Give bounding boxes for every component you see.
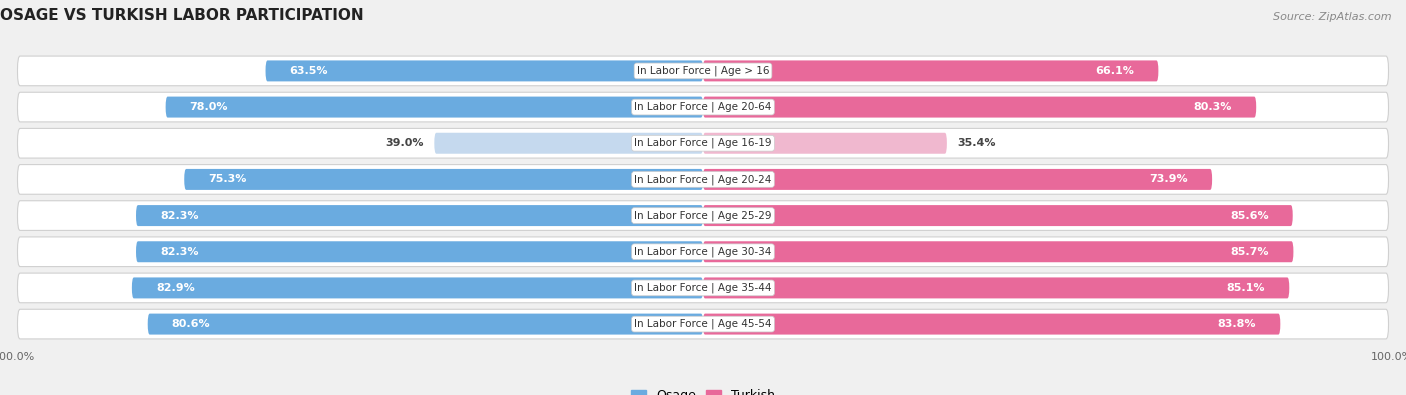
FancyBboxPatch shape: [17, 56, 1389, 86]
FancyBboxPatch shape: [703, 314, 1281, 335]
FancyBboxPatch shape: [17, 128, 1389, 158]
Text: 85.7%: 85.7%: [1230, 247, 1270, 257]
FancyBboxPatch shape: [17, 309, 1389, 339]
FancyBboxPatch shape: [17, 273, 1389, 303]
Text: In Labor Force | Age 35-44: In Labor Force | Age 35-44: [634, 283, 772, 293]
Text: OSAGE VS TURKISH LABOR PARTICIPATION: OSAGE VS TURKISH LABOR PARTICIPATION: [0, 8, 364, 23]
FancyBboxPatch shape: [136, 241, 703, 262]
FancyBboxPatch shape: [17, 237, 1389, 267]
Text: 82.3%: 82.3%: [160, 211, 198, 220]
Text: In Labor Force | Age 20-24: In Labor Force | Age 20-24: [634, 174, 772, 185]
Text: 85.6%: 85.6%: [1230, 211, 1268, 220]
FancyBboxPatch shape: [703, 169, 1212, 190]
FancyBboxPatch shape: [166, 97, 703, 118]
Text: 80.6%: 80.6%: [172, 319, 211, 329]
FancyBboxPatch shape: [703, 205, 1292, 226]
Text: In Labor Force | Age 25-29: In Labor Force | Age 25-29: [634, 210, 772, 221]
FancyBboxPatch shape: [703, 60, 1159, 81]
Text: 63.5%: 63.5%: [290, 66, 328, 76]
Text: In Labor Force | Age > 16: In Labor Force | Age > 16: [637, 66, 769, 76]
FancyBboxPatch shape: [17, 92, 1389, 122]
FancyBboxPatch shape: [17, 201, 1389, 230]
FancyBboxPatch shape: [703, 241, 1294, 262]
FancyBboxPatch shape: [703, 133, 946, 154]
Text: 66.1%: 66.1%: [1095, 66, 1135, 76]
FancyBboxPatch shape: [184, 169, 703, 190]
FancyBboxPatch shape: [703, 277, 1289, 298]
Text: In Labor Force | Age 30-34: In Labor Force | Age 30-34: [634, 246, 772, 257]
Text: 82.3%: 82.3%: [160, 247, 198, 257]
FancyBboxPatch shape: [132, 277, 703, 298]
FancyBboxPatch shape: [434, 133, 703, 154]
FancyBboxPatch shape: [136, 205, 703, 226]
Text: 82.9%: 82.9%: [156, 283, 195, 293]
Text: 35.4%: 35.4%: [957, 138, 995, 148]
Text: 75.3%: 75.3%: [208, 175, 246, 184]
Text: In Labor Force | Age 16-19: In Labor Force | Age 16-19: [634, 138, 772, 149]
FancyBboxPatch shape: [266, 60, 703, 81]
Text: 78.0%: 78.0%: [190, 102, 228, 112]
FancyBboxPatch shape: [17, 165, 1389, 194]
Text: In Labor Force | Age 20-64: In Labor Force | Age 20-64: [634, 102, 772, 112]
Text: 85.1%: 85.1%: [1226, 283, 1265, 293]
FancyBboxPatch shape: [703, 97, 1256, 118]
FancyBboxPatch shape: [148, 314, 703, 335]
Text: 83.8%: 83.8%: [1218, 319, 1256, 329]
Text: In Labor Force | Age 45-54: In Labor Force | Age 45-54: [634, 319, 772, 329]
Text: 39.0%: 39.0%: [385, 138, 425, 148]
Text: 73.9%: 73.9%: [1149, 175, 1188, 184]
Text: Source: ZipAtlas.com: Source: ZipAtlas.com: [1274, 12, 1392, 22]
Legend: Osage, Turkish: Osage, Turkish: [626, 384, 780, 395]
Text: 80.3%: 80.3%: [1194, 102, 1232, 112]
